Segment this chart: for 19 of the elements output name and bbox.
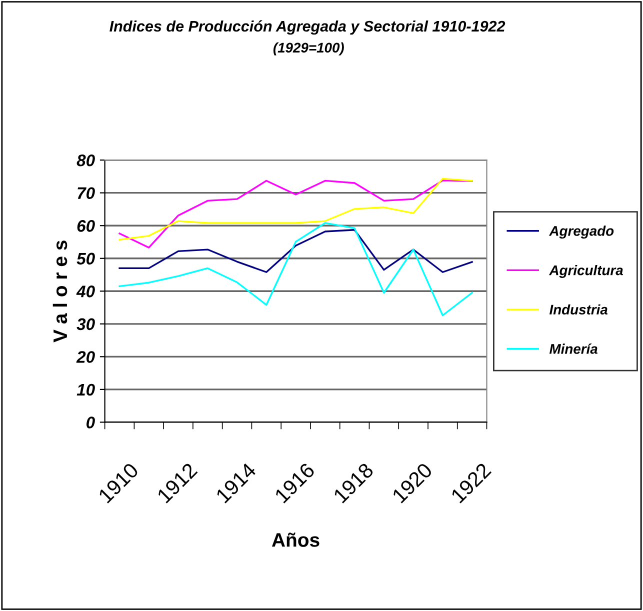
legend-label: Minería [549, 344, 598, 354]
legend-label: Agricultura [548, 265, 623, 278]
chart-title: Indices de Producción Agregada y Sectorial 1910-1922 [110, 20, 506, 35]
y-tick-label: 70 [78, 187, 95, 200]
legend-label: Agregado [548, 226, 614, 239]
chart-subtitle: (1929=100) [273, 42, 344, 56]
y-tick-label: 50 [76, 252, 95, 265]
y-axis-title: V a l o r e s [52, 240, 68, 342]
y-tick-label: 0 [86, 416, 95, 428]
x-axis-title: Años [272, 532, 320, 547]
y-tick-label: 30 [76, 318, 95, 330]
legend-label: Industria [549, 304, 608, 315]
y-tick-label: 20 [76, 351, 95, 363]
y-tick-label: 80 [76, 154, 95, 166]
y-tick-label: 60 [77, 220, 95, 232]
y-tick-label: 10 [76, 384, 95, 396]
line-series [118, 229, 473, 273]
y-tick-label: 40 [76, 286, 95, 298]
line-series [118, 222, 473, 316]
